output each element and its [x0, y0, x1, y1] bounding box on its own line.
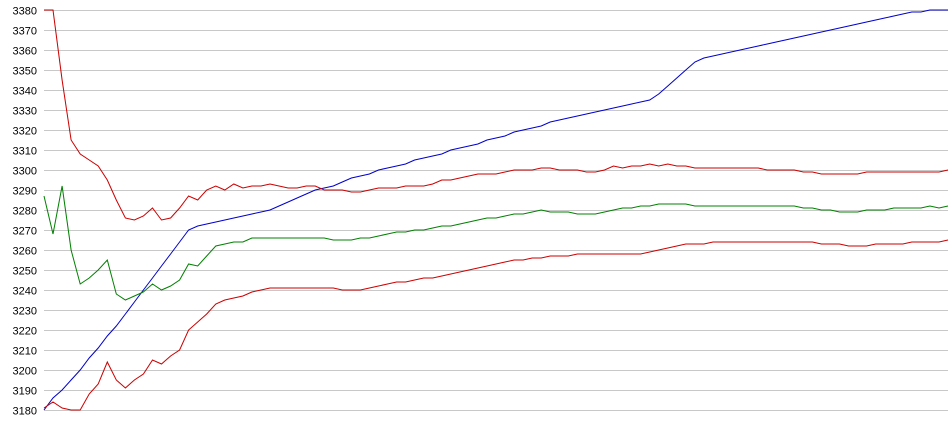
series-line-3 [43, 185, 949, 301]
y-tick-label: 3370 [13, 26, 37, 38]
y-tick-label: 3290 [13, 186, 37, 198]
y-tick-label: 3220 [13, 326, 37, 338]
series-lines [43, 9, 949, 411]
y-tick-label: 3300 [13, 166, 37, 178]
y-tick-label: 3180 [13, 406, 37, 418]
series-line-2 [44, 9, 949, 221]
series-line-4 [43, 239, 949, 411]
y-tick-label: 3240 [13, 286, 37, 298]
y-tick-label: 3380 [13, 6, 37, 18]
y-tick-label: 3270 [13, 226, 37, 238]
y-tick-label: 3190 [13, 386, 37, 398]
grid [44, 10, 948, 411]
y-tick-label: 3200 [13, 366, 37, 378]
y-tick-label: 3360 [13, 46, 37, 58]
y-tick-label: 3350 [13, 66, 37, 78]
y-tick-label: 3250 [13, 266, 37, 278]
series-line-1 [43, 9, 948, 411]
y-tick-label: 3330 [13, 106, 37, 118]
y-tick-label: 3230 [13, 306, 37, 318]
y-tick-label: 3260 [13, 246, 37, 258]
y-tick-label: 3310 [13, 146, 37, 158]
y-tick-label: 3340 [13, 86, 37, 98]
y-tick-label: 3320 [13, 126, 37, 138]
y-tick-label: 3210 [13, 346, 37, 358]
y-axis-ticks: 3380 3370 3360 3350 3340 3330 3320 3310 3300 3290… [13, 6, 37, 418]
y-tick-label: 3280 [13, 206, 37, 218]
